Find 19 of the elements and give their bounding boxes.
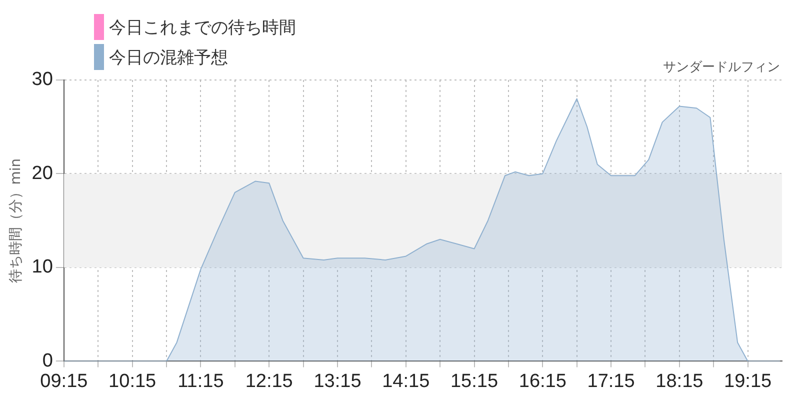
x-tick-label: 10:15: [108, 370, 156, 392]
chart-subtitle: サンダードルフィン: [663, 59, 780, 76]
y-tick-label: 20: [32, 162, 53, 184]
x-tick-label: 16:15: [518, 370, 566, 392]
x-tick-label: 13:15: [314, 370, 362, 392]
x-tick-label: 19:15: [724, 370, 772, 392]
x-tick-label: 12:15: [245, 370, 293, 392]
legend-label: 今日の混雑予想: [109, 46, 228, 68]
x-tick-label: 17:15: [587, 370, 635, 392]
x-tick-label: 18:15: [656, 370, 704, 392]
x-tick-label: 09:15: [40, 370, 88, 392]
x-tick-label: 15:15: [450, 370, 498, 392]
y-tick-label: 30: [32, 69, 53, 90]
y-tick-label: 0: [42, 350, 53, 372]
x-tick-label: 11:15: [178, 370, 224, 392]
y-tick-label: 10: [32, 256, 53, 278]
x-tick-label: 14:15: [382, 370, 430, 392]
y-axis-title: 待ち時間（分）min: [8, 158, 24, 283]
legend-label: 今日これまでの待ち時間: [109, 16, 296, 38]
